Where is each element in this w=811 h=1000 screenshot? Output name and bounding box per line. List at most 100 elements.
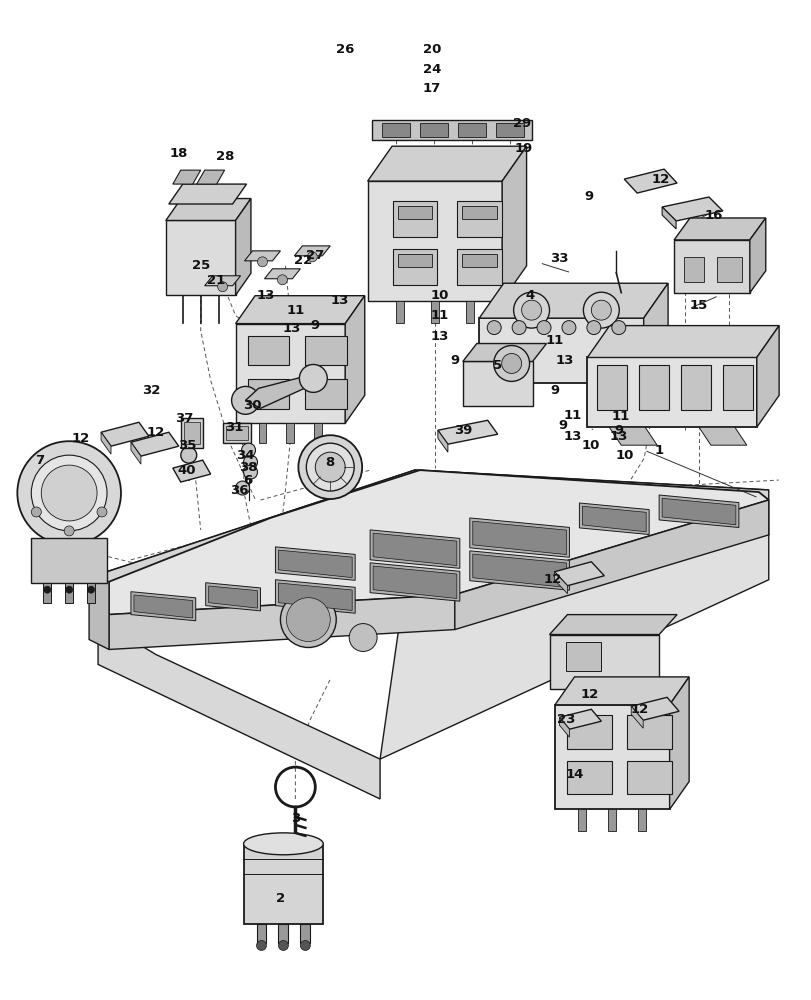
Polygon shape (131, 442, 141, 464)
Polygon shape (98, 470, 768, 595)
Polygon shape (247, 336, 289, 365)
Circle shape (487, 321, 500, 335)
Polygon shape (630, 706, 642, 728)
Text: 24: 24 (423, 63, 440, 76)
Text: 16: 16 (704, 209, 723, 222)
Text: 34: 34 (236, 449, 255, 462)
Text: 21: 21 (206, 274, 225, 287)
Polygon shape (638, 365, 668, 410)
Circle shape (88, 586, 94, 593)
Polygon shape (626, 715, 671, 749)
Polygon shape (367, 146, 526, 181)
Circle shape (561, 321, 575, 335)
Polygon shape (89, 575, 109, 649)
Polygon shape (367, 181, 501, 301)
Circle shape (17, 441, 121, 545)
Polygon shape (478, 318, 643, 383)
Text: 8: 8 (325, 456, 334, 469)
Text: 9: 9 (614, 424, 623, 437)
Bar (256, 924, 266, 943)
Bar (314, 423, 322, 443)
Polygon shape (392, 249, 437, 285)
Circle shape (277, 275, 287, 285)
Bar (225, 426, 247, 440)
Text: 10: 10 (616, 449, 633, 462)
Circle shape (66, 586, 72, 593)
Circle shape (501, 354, 521, 373)
Text: 17: 17 (423, 82, 440, 95)
Text: 27: 27 (306, 249, 324, 262)
Polygon shape (244, 251, 280, 261)
Text: 15: 15 (689, 299, 707, 312)
Polygon shape (454, 500, 768, 630)
Polygon shape (245, 375, 315, 408)
Bar (577, 809, 586, 831)
Text: 14: 14 (564, 768, 583, 781)
Polygon shape (579, 503, 648, 535)
Polygon shape (661, 498, 735, 525)
Circle shape (257, 257, 267, 267)
Polygon shape (294, 246, 330, 256)
Polygon shape (235, 324, 345, 423)
Text: 10: 10 (581, 439, 599, 452)
Text: 13: 13 (331, 294, 349, 307)
Polygon shape (559, 717, 569, 737)
Bar (300, 924, 310, 943)
Text: 26: 26 (336, 43, 354, 56)
Polygon shape (597, 365, 626, 410)
Polygon shape (109, 595, 454, 649)
Polygon shape (472, 554, 566, 587)
Polygon shape (305, 336, 347, 365)
Circle shape (32, 507, 41, 517)
Polygon shape (169, 184, 247, 204)
Circle shape (41, 465, 97, 521)
Circle shape (298, 435, 362, 499)
Bar (495, 123, 523, 137)
Polygon shape (470, 551, 569, 590)
Polygon shape (680, 365, 710, 410)
Text: 13: 13 (608, 430, 627, 443)
Polygon shape (756, 326, 779, 427)
Bar (278, 924, 288, 943)
Circle shape (513, 292, 549, 328)
Bar (87, 583, 95, 603)
Text: 4: 4 (524, 289, 534, 302)
Text: 13: 13 (555, 354, 573, 367)
Text: 2: 2 (276, 892, 285, 905)
Bar (32, 538, 107, 583)
Polygon shape (566, 761, 611, 794)
Bar (43, 583, 51, 603)
Polygon shape (661, 197, 722, 221)
Polygon shape (173, 460, 210, 482)
Text: 12: 12 (629, 703, 647, 716)
Bar (382, 123, 410, 137)
Circle shape (241, 443, 255, 457)
Text: 39: 39 (453, 424, 471, 437)
Circle shape (280, 592, 336, 647)
Bar (431, 301, 439, 323)
Circle shape (307, 252, 317, 262)
Polygon shape (549, 635, 659, 689)
Polygon shape (109, 470, 768, 615)
Polygon shape (624, 169, 676, 193)
Text: 20: 20 (423, 43, 440, 56)
Circle shape (181, 447, 196, 463)
Polygon shape (165, 220, 235, 295)
Polygon shape (204, 276, 240, 286)
Text: 31: 31 (225, 421, 243, 434)
Polygon shape (372, 566, 457, 598)
Text: 13: 13 (282, 322, 300, 335)
Bar (286, 423, 294, 443)
Text: 9: 9 (584, 190, 593, 203)
Bar (716, 257, 741, 282)
Polygon shape (205, 583, 260, 611)
Text: 18: 18 (169, 147, 187, 160)
Circle shape (231, 386, 260, 414)
Polygon shape (278, 550, 352, 578)
Bar (637, 809, 646, 831)
Text: 30: 30 (243, 399, 261, 412)
Polygon shape (661, 207, 676, 229)
Text: 36: 36 (230, 484, 248, 497)
Polygon shape (470, 518, 569, 557)
Polygon shape (461, 254, 496, 267)
